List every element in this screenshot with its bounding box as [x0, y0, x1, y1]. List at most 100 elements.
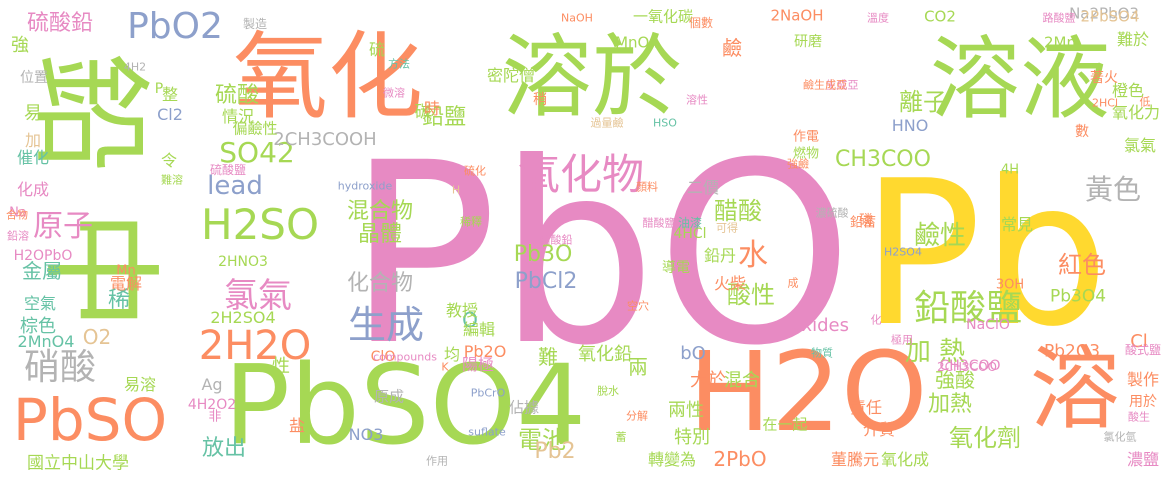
cloud-word: 易溶	[123, 375, 157, 394]
cloud-word: 2CH3COO	[937, 360, 997, 374]
cloud-word: 生成亞	[825, 78, 859, 92]
cloud-word: 鹼生成亞	[803, 78, 847, 92]
cloud-word: 溫度	[867, 11, 889, 25]
cloud-word: 濃鹽	[1126, 450, 1160, 469]
cloud-word: H2OPbO	[13, 248, 73, 264]
cloud-word: 成	[787, 276, 799, 290]
cloud-word: 加 熱	[904, 337, 966, 367]
cloud-word: NaOH	[561, 11, 593, 25]
cloud-word: 合物	[6, 208, 28, 222]
cloud-word: 2NaOH	[770, 6, 824, 25]
cloud-word: 強鹼	[787, 157, 809, 171]
cloud-word: 4H	[1000, 162, 1020, 178]
cloud-word: PbO	[346, 109, 854, 400]
cloud-word: 鉛酸鹽	[913, 288, 1023, 329]
cloud-word: 製作	[1126, 370, 1160, 389]
cloud-word: Pb2O	[463, 342, 507, 361]
cloud-word: NaClO	[966, 317, 1010, 333]
cloud-word: Cl	[1130, 331, 1148, 352]
cloud-word: Pb2O3	[1043, 341, 1101, 362]
cloud-word: 著火	[1090, 70, 1118, 86]
cloud-word: 時	[423, 99, 441, 118]
cloud-word: 放出	[201, 436, 247, 461]
cloud-word: 2PbO	[713, 447, 767, 471]
cloud-word: hydroxide	[337, 179, 393, 193]
cloud-word: 4HCl	[673, 226, 707, 242]
cloud-word: Cl2	[157, 105, 183, 124]
cloud-word: 國立中山大學	[27, 453, 129, 474]
cloud-word: 董騰元	[830, 450, 880, 469]
cloud-word: 氯化氫	[1103, 430, 1137, 444]
cloud-word: lead	[207, 171, 263, 201]
cloud-word: 令	[160, 151, 178, 170]
cloud-word: 盐	[288, 416, 306, 435]
cloud-word: 氯氣	[224, 276, 292, 316]
cloud-word: 氧化物	[517, 150, 645, 199]
cloud-word: 硫化	[464, 164, 486, 178]
cloud-word: 溶性	[686, 93, 708, 107]
cloud-word: 酸生	[1128, 410, 1150, 424]
cloud-word: 個數	[688, 16, 714, 30]
cloud-word: 密陀僧	[486, 66, 536, 85]
cloud-word: 硫酸鹽	[209, 163, 247, 177]
cloud-word: 常見	[1000, 215, 1034, 234]
cloud-word: Pb3O	[513, 242, 573, 267]
cloud-word: O2	[82, 325, 112, 349]
cloud-word: 用於	[1129, 394, 1157, 410]
cloud-word: 強	[11, 35, 29, 56]
cloud-word: 棕色	[20, 316, 56, 337]
cloud-word: 特別	[674, 427, 710, 448]
cloud-word: ClO	[370, 349, 396, 365]
cloud-word: 陽極	[461, 355, 495, 374]
cloud-word: 氧化鉛	[578, 344, 632, 365]
cloud-word: Na2PbO3	[1069, 4, 1139, 23]
cloud-word: 難於	[1116, 30, 1150, 49]
cloud-word: Ag	[201, 375, 223, 394]
cloud-word: 二價	[686, 178, 720, 197]
cloud-word: 低	[1139, 95, 1151, 109]
cloud-word: 偏鹼性	[232, 119, 278, 138]
cloud-word: 在一起	[762, 415, 808, 434]
cloud-word: 過量鹼	[590, 116, 624, 130]
cloud-word: Pb	[861, 138, 1109, 371]
cloud-word: 轉變為	[647, 450, 697, 469]
cloud-word: 氧化成	[880, 450, 930, 469]
cloud-word: 可得	[716, 221, 738, 235]
cloud-word: 介質	[862, 420, 896, 439]
cloud-word: 硫酸	[214, 83, 260, 108]
cloud-word: 方法	[388, 57, 410, 71]
cloud-word: HSO	[653, 116, 677, 130]
cloud-word: 稀	[107, 288, 131, 313]
cloud-word: 均	[443, 345, 461, 364]
cloud-word: 性	[272, 356, 290, 377]
cloud-word: 2Mn	[1044, 33, 1076, 52]
cloud-word: H2SO4	[884, 245, 922, 259]
cloud-word: 物質	[811, 346, 833, 360]
cloud-word: 鉛蓄	[849, 215, 877, 231]
cloud-word: 原成	[373, 387, 405, 406]
cloud-word: 火柴	[713, 274, 747, 293]
cloud-word: 稀釋	[460, 215, 482, 229]
cloud-word: CH3COO	[835, 147, 931, 172]
cloud-word: PbCl2	[514, 269, 578, 294]
cloud-word: 醋酸	[714, 197, 762, 225]
cloud-word: 化成	[16, 180, 50, 199]
cloud-word: 加	[24, 131, 42, 150]
cloud-word: PbCrO	[470, 386, 506, 400]
cloud-word: 氯氣	[1123, 136, 1157, 155]
cloud-word: 路酸鹽	[1042, 11, 1076, 25]
cloud-word: MnO4	[615, 33, 659, 52]
cloud-word: 強酸	[935, 368, 975, 392]
cloud-word: 顏料	[636, 180, 658, 194]
cloud-word: 導電	[662, 260, 690, 276]
cloud-word: 氧化	[232, 22, 424, 133]
cloud-word: compounds	[373, 350, 437, 364]
cloud-word: 整	[161, 85, 179, 104]
cloud-word: 兩	[628, 355, 648, 379]
cloud-word: 非	[208, 409, 222, 425]
cloud-word: PbSO	[12, 386, 168, 454]
cloud-word: 晶體	[357, 222, 403, 247]
cloud-word: 生成	[347, 303, 425, 347]
cloud-word: 鹼性	[913, 221, 967, 251]
cloud-word: 分解	[626, 409, 648, 423]
